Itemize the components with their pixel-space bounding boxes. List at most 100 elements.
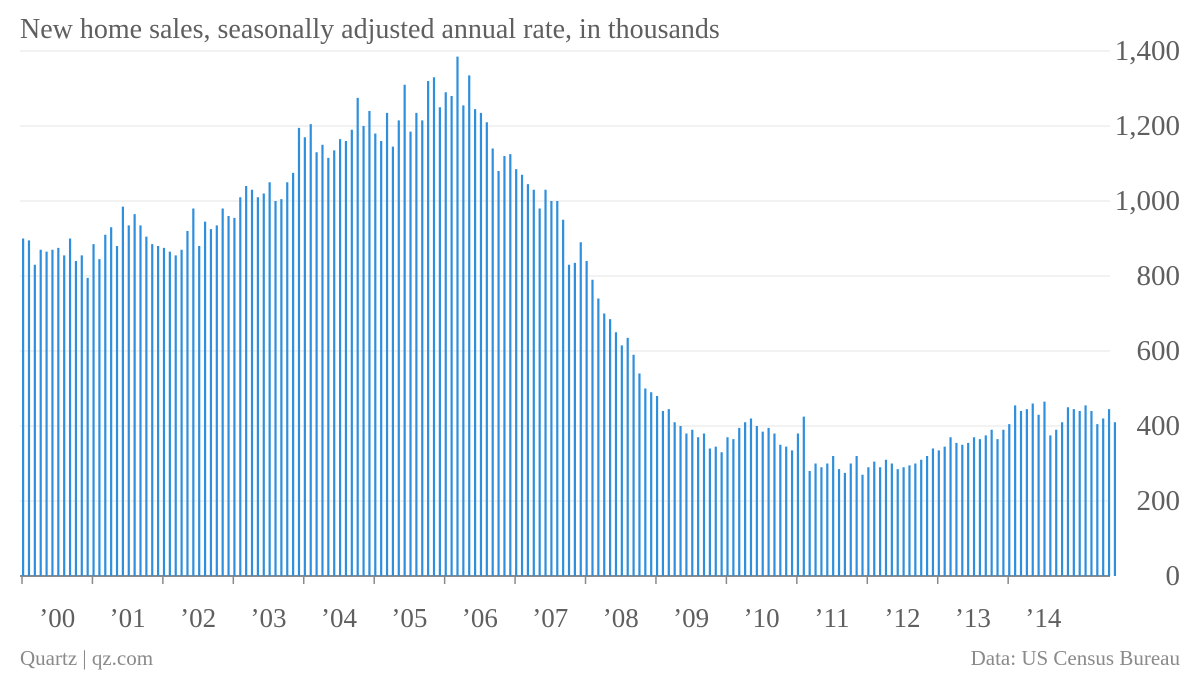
bar	[286, 182, 289, 576]
chart-title: New home sales, seasonally adjusted annu…	[20, 14, 720, 45]
bar	[843, 472, 846, 577]
x-tick-label: ’10	[744, 603, 780, 633]
bar	[785, 446, 788, 577]
bar	[955, 442, 958, 577]
x-tick-label: ’01	[110, 603, 146, 633]
bar	[515, 169, 518, 577]
bar	[902, 467, 905, 576]
bar	[297, 127, 301, 577]
bar	[661, 411, 665, 576]
bar	[1037, 414, 1040, 576]
bar	[491, 148, 494, 576]
bar	[110, 227, 113, 576]
bar	[104, 234, 107, 576]
bar	[896, 469, 899, 577]
bar	[714, 446, 717, 577]
bar	[520, 174, 524, 576]
bar	[479, 112, 483, 577]
bar	[1078, 411, 1081, 576]
bar	[315, 152, 318, 576]
bar	[497, 171, 500, 576]
bar	[1107, 409, 1111, 577]
bar	[350, 129, 353, 576]
bar	[215, 225, 218, 577]
bar	[68, 238, 72, 576]
bar	[92, 244, 95, 577]
bar	[920, 459, 923, 576]
x-tick-label: ’04	[321, 603, 357, 633]
bar	[961, 444, 964, 576]
bar	[744, 422, 747, 576]
bar	[168, 251, 171, 577]
bar	[796, 433, 800, 576]
bar	[767, 427, 770, 577]
footer-credit: Quartz | qz.com	[20, 646, 154, 670]
bar	[1008, 424, 1011, 577]
bar	[1102, 418, 1105, 576]
bar	[826, 463, 829, 576]
bar	[121, 206, 124, 577]
bar	[22, 238, 25, 576]
y-tick-label: 400	[1137, 410, 1181, 442]
footer-source: Data: US Census Bureau	[970, 646, 1180, 670]
bar	[450, 96, 453, 576]
bar	[591, 279, 594, 576]
bar	[145, 236, 148, 577]
bar	[391, 146, 395, 577]
bar	[333, 150, 336, 577]
bar	[914, 463, 917, 576]
bar	[233, 217, 236, 577]
bar	[814, 463, 817, 576]
bar	[732, 439, 735, 577]
bar	[749, 418, 753, 576]
bar	[74, 261, 78, 576]
bar	[650, 392, 653, 576]
bar	[567, 264, 571, 576]
bar	[544, 189, 547, 576]
x-tick-label: ’14	[1025, 603, 1061, 633]
bar	[468, 75, 471, 577]
bar	[39, 249, 42, 576]
bar	[1025, 409, 1028, 577]
bar	[937, 450, 940, 577]
bar	[925, 456, 929, 576]
y-tick-label: 1,400	[1115, 35, 1180, 67]
bar	[415, 112, 418, 577]
bar	[726, 437, 729, 576]
bar	[644, 388, 647, 576]
bar	[755, 426, 758, 576]
bar	[867, 467, 870, 576]
bar	[708, 448, 711, 576]
bar	[80, 255, 83, 577]
x-tick-label: ’02	[180, 603, 216, 633]
bar	[702, 433, 706, 576]
bar	[1072, 409, 1075, 577]
bar	[837, 469, 841, 577]
bar	[691, 429, 694, 576]
bar	[832, 456, 835, 576]
bar	[873, 461, 876, 577]
bar	[990, 429, 993, 576]
bar	[890, 463, 893, 576]
bar	[115, 246, 119, 576]
bar	[473, 109, 477, 577]
bar	[626, 337, 629, 577]
x-tick-label: ’09	[673, 603, 709, 633]
bar	[1084, 405, 1087, 577]
bar	[380, 141, 383, 576]
y-tick-label: 800	[1137, 260, 1181, 292]
y-tick-label: 200	[1137, 485, 1181, 517]
y-tick-label: 1,200	[1115, 110, 1180, 142]
bar	[456, 56, 459, 577]
bar	[573, 262, 576, 577]
bar	[943, 446, 946, 577]
bar	[57, 247, 60, 577]
bar	[203, 221, 207, 577]
bar	[609, 319, 612, 577]
bar	[1060, 422, 1064, 576]
bar	[808, 471, 811, 576]
x-tick-label: ’07	[532, 603, 568, 633]
bar	[256, 197, 259, 576]
bar	[667, 409, 670, 577]
y-tick-label: 0	[1166, 560, 1181, 592]
